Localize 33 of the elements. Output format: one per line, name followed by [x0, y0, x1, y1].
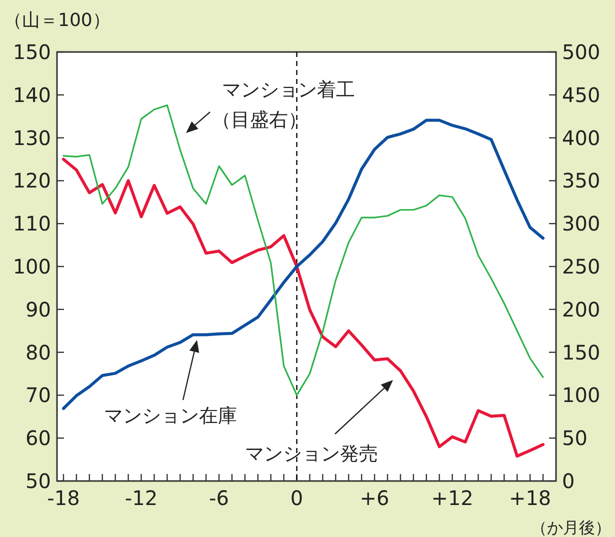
x-tick-label: -12 — [124, 486, 158, 510]
text: マンション着工 — [222, 79, 355, 101]
y-tick-label: 80 — [26, 340, 51, 364]
x-axis-title: （か月後） — [531, 518, 611, 537]
x-tick-label: +6 — [360, 486, 390, 510]
y-tick-label: 70 — [26, 383, 51, 408]
y-tick-label: 130 — [12, 126, 51, 150]
y2-tick-label: 250 — [562, 254, 600, 278]
x-tick-label: +12 — [431, 486, 474, 510]
y2-tick-label: 0 — [562, 469, 575, 493]
y-axis-title: （山＝100） — [4, 10, 110, 31]
y2-tick-label: 300 — [562, 212, 600, 236]
text: マンション発売 — [245, 443, 378, 465]
y2-tick-label: 100 — [562, 383, 600, 408]
y-tick-label: 90 — [26, 297, 51, 322]
y2-tick-label: 400 — [562, 126, 600, 150]
y2-tick-label: 350 — [562, 168, 600, 193]
x-tick-label: +18 — [508, 486, 552, 510]
x-tick-label: -6 — [209, 486, 229, 510]
y2-tick-label: 200 — [562, 297, 600, 322]
y2-tick-label: 500 — [562, 40, 600, 64]
y2-tick-label: 50 — [562, 426, 588, 450]
annotation: （目盛右） — [212, 109, 307, 131]
y-tick-label: 120 — [12, 168, 51, 193]
y-tick-label: 60 — [26, 426, 51, 450]
y-tick-label: 110 — [12, 212, 51, 236]
x-tick-label: 0 — [290, 486, 304, 510]
series-label: マンション在庫 — [104, 405, 237, 427]
y-tick-label: 150 — [12, 40, 51, 64]
y-tick-label: 140 — [12, 82, 51, 107]
y2-tick-label: 450 — [562, 82, 600, 107]
y-tick-label: 100 — [12, 254, 51, 278]
y2-tick-label: 150 — [562, 340, 600, 364]
